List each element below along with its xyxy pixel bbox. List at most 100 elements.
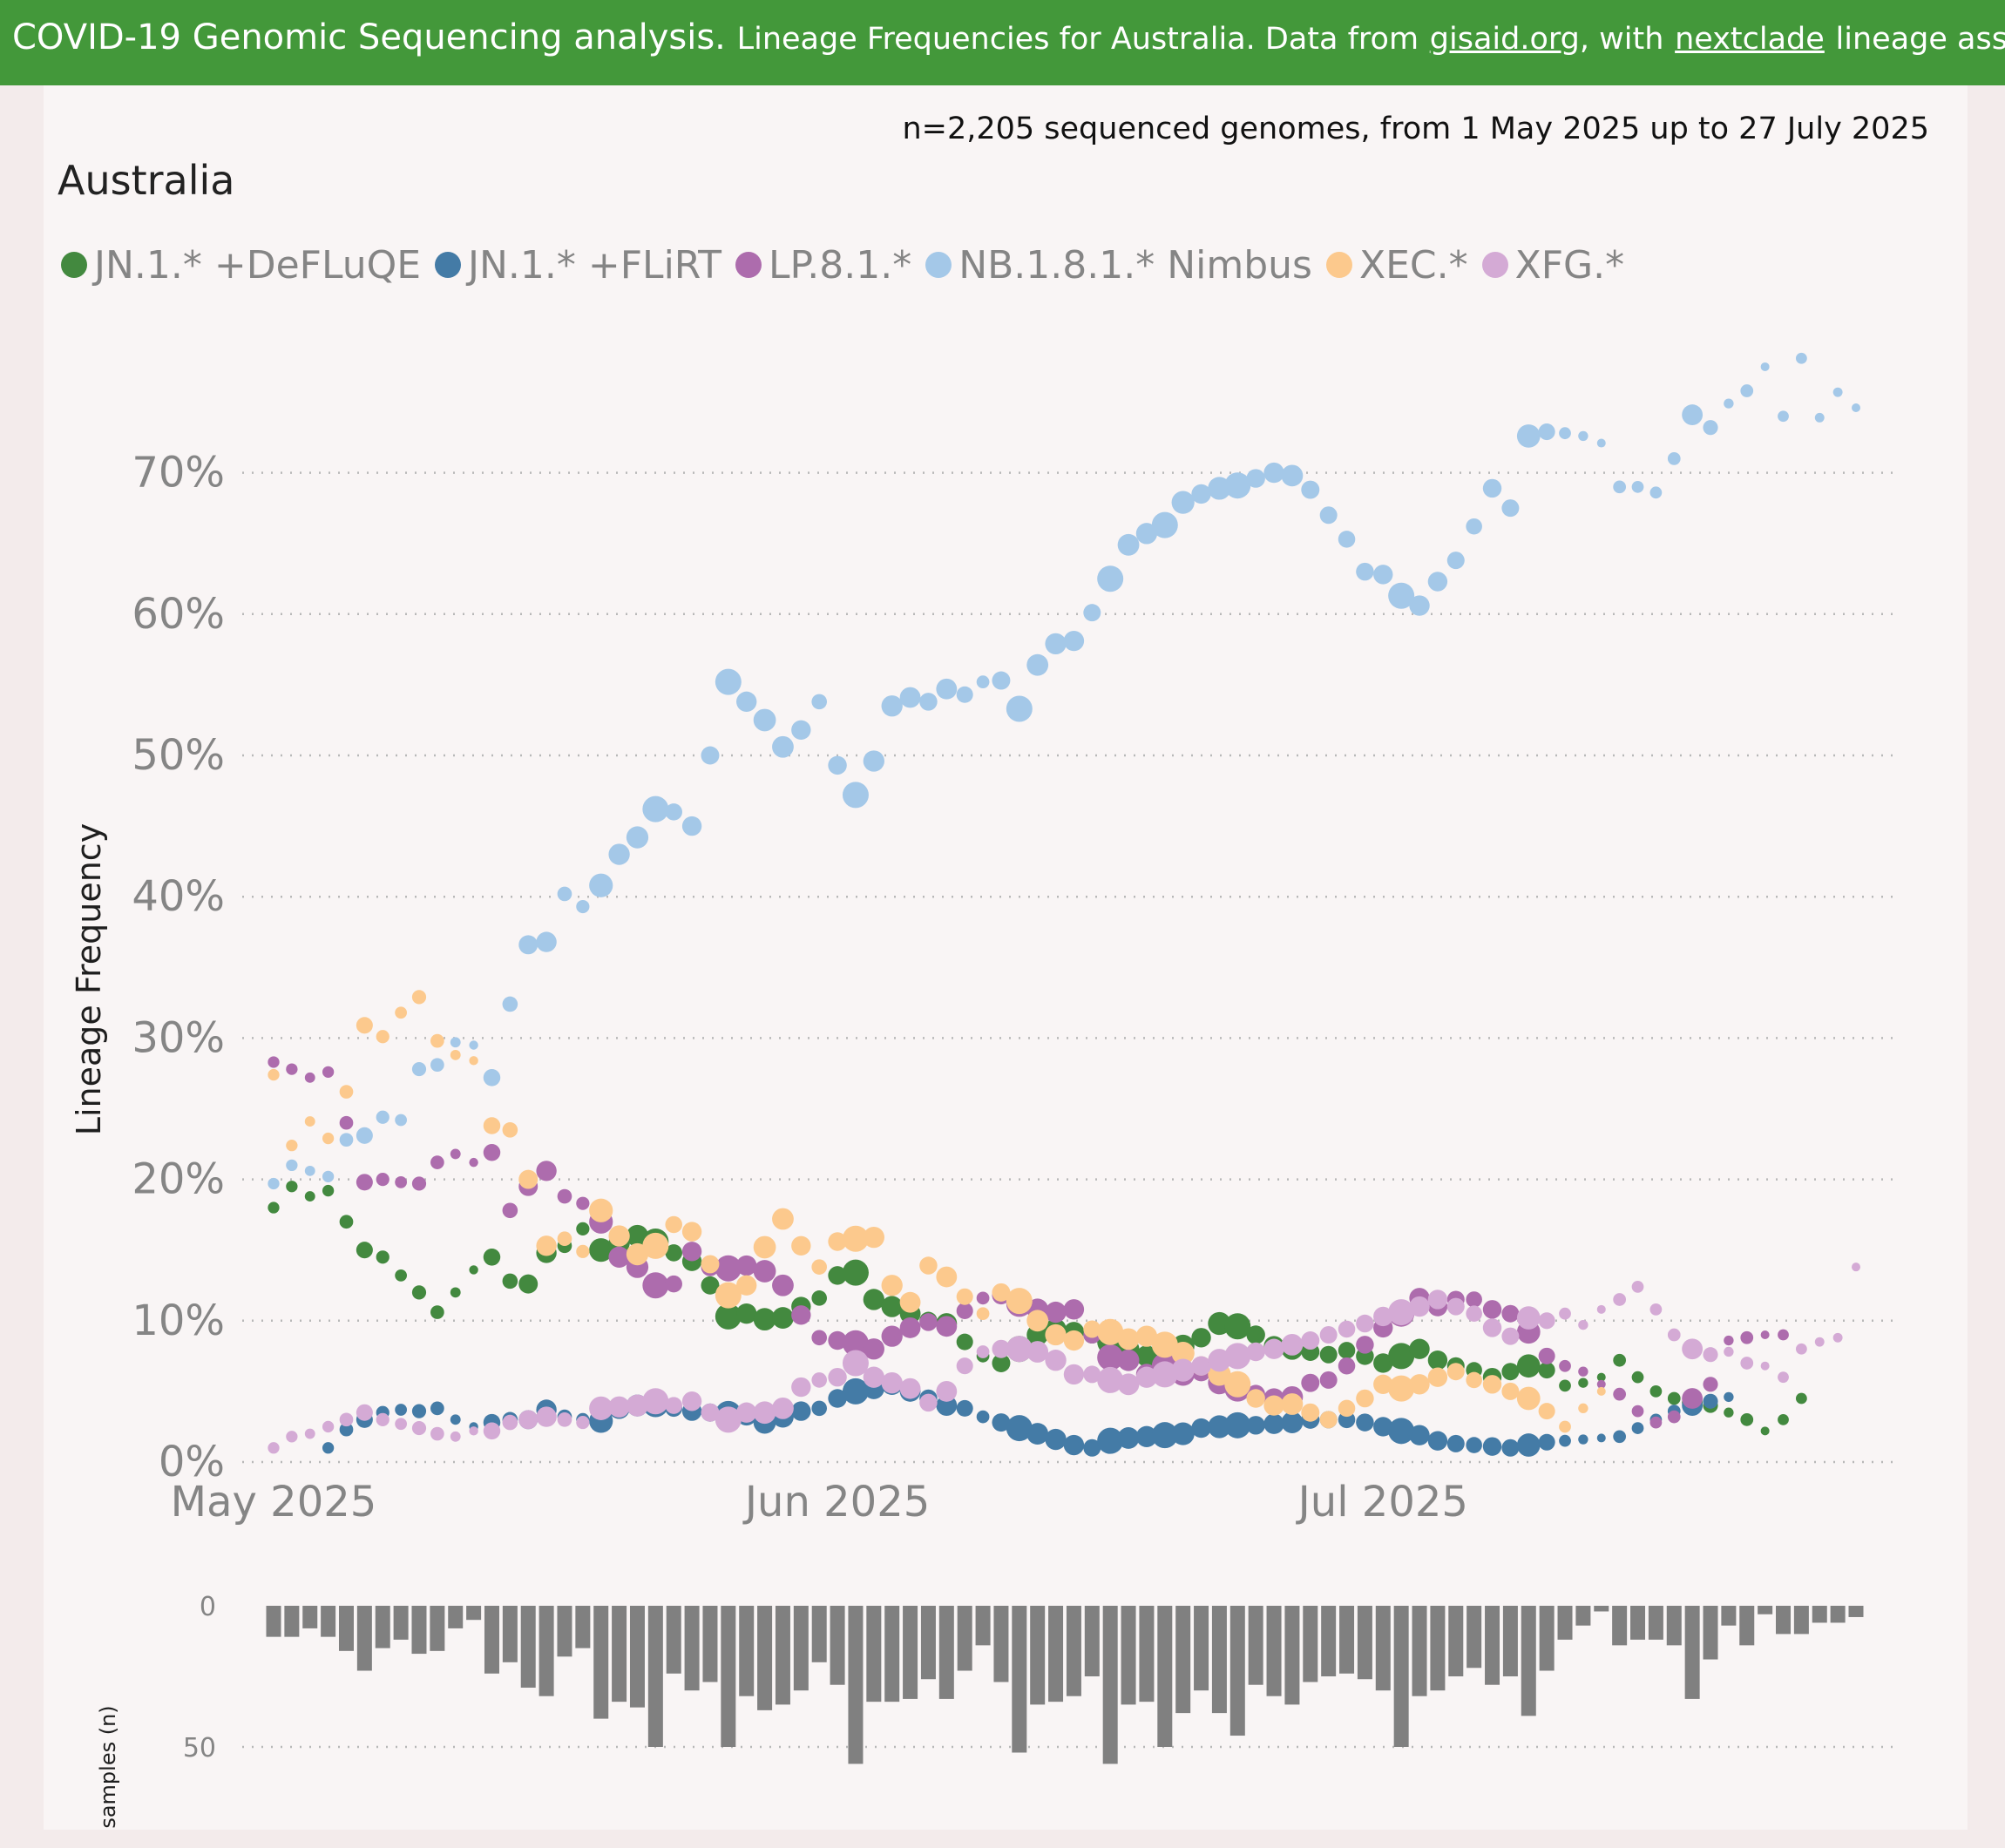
- point-xec: [1482, 1375, 1502, 1394]
- point-xfg: [1026, 1341, 1049, 1363]
- point-nimbus: [919, 693, 938, 711]
- sample-bar: [1539, 1606, 1555, 1671]
- legend-item-jn1-flirt[interactable]: JN.1.* +FLiRT: [435, 243, 721, 288]
- point-jn1-defluqe: [772, 1307, 794, 1329]
- point-xec: [322, 1132, 335, 1145]
- point-xfg: [1667, 1328, 1681, 1342]
- point-lp81: [286, 1063, 298, 1075]
- legend-marker-lp81: [735, 252, 762, 278]
- point-xfg: [936, 1380, 958, 1402]
- point-jn1-flirt: [1578, 1434, 1588, 1445]
- point-jn1-defluqe: [811, 1290, 828, 1306]
- point-nimbus: [395, 1114, 407, 1127]
- point-xec: [1117, 1328, 1140, 1350]
- point-xfg: [1338, 1320, 1356, 1338]
- sample-bar: [1248, 1606, 1263, 1685]
- point-lp81: [1740, 1330, 1754, 1344]
- point-jn1-flirt: [1171, 1422, 1195, 1445]
- point-xec: [1446, 1363, 1465, 1381]
- point-nimbus: [1740, 384, 1754, 397]
- sample-bar: [1594, 1606, 1609, 1612]
- point-jn1-flirt: [1409, 1425, 1430, 1445]
- point-lp81: [919, 1313, 938, 1331]
- point-jn1-flirt: [1026, 1423, 1049, 1445]
- point-jn1-defluqe: [411, 1285, 427, 1300]
- legend-item-nimbus[interactable]: NB.1.8.1.* Nimbus: [925, 243, 1312, 288]
- sample-bar: [1485, 1606, 1500, 1685]
- point-nimbus: [1613, 480, 1627, 494]
- banner-text-2: , with: [1579, 22, 1664, 57]
- point-xfg: [881, 1372, 903, 1394]
- sample-bar: [356, 1606, 372, 1671]
- point-nimbus: [1501, 499, 1520, 518]
- point-nimbus: [1409, 595, 1430, 616]
- point-nimbus: [1778, 410, 1789, 423]
- point-jn1-defluqe: [736, 1303, 757, 1324]
- point-lp81: [811, 1330, 828, 1346]
- sample-bar: [1030, 1606, 1046, 1705]
- point-lp81: [557, 1188, 572, 1204]
- point-nimbus: [701, 746, 720, 765]
- sample-bar: [338, 1606, 354, 1651]
- point-jn1-defluqe: [1760, 1426, 1770, 1436]
- gisaid-link[interactable]: gisaid.org: [1429, 22, 1580, 57]
- point-nimbus: [1649, 486, 1663, 499]
- legend-item-lp81[interactable]: LP.8.1.*: [735, 243, 911, 288]
- point-nimbus: [1596, 438, 1606, 448]
- point-xec: [1373, 1374, 1393, 1394]
- point-jn1-defluqe: [1388, 1343, 1415, 1370]
- point-nimbus: [1482, 478, 1502, 498]
- sample-bar: [557, 1606, 572, 1657]
- point-nimbus: [557, 886, 572, 902]
- point-lp81: [1703, 1377, 1718, 1392]
- point-xec: [356, 1017, 373, 1034]
- point-jn1-flirt: [1097, 1427, 1124, 1454]
- sample-bar: [321, 1606, 336, 1637]
- legend-item-xec[interactable]: XEC.*: [1325, 243, 1468, 288]
- point-lp81: [411, 1176, 427, 1191]
- legend-item-xfg[interactable]: XFG.*: [1481, 243, 1624, 288]
- point-nimbus: [791, 720, 811, 741]
- nextclade-link[interactable]: nextclade: [1675, 22, 1825, 57]
- point-lp81: [863, 1338, 884, 1360]
- sample-bar: [266, 1606, 281, 1637]
- sample-bar: [1466, 1606, 1482, 1669]
- point-xfg: [589, 1396, 613, 1420]
- point-xec: [1097, 1318, 1124, 1345]
- point-nimbus: [1703, 420, 1718, 436]
- point-xfg: [608, 1396, 630, 1418]
- sample-bar: [1175, 1606, 1191, 1714]
- point-lp81: [483, 1144, 501, 1161]
- point-nimbus: [1631, 480, 1644, 493]
- point-nimbus: [1516, 424, 1541, 448]
- sample-bar: [938, 1606, 954, 1699]
- point-lp81: [1613, 1387, 1627, 1401]
- point-lp81: [1045, 1301, 1067, 1323]
- sample-bar: [793, 1606, 809, 1691]
- point-nimbus: [1724, 398, 1734, 409]
- point-xfg: [1795, 1343, 1807, 1355]
- point-xec: [772, 1208, 794, 1230]
- point-xec: [811, 1259, 828, 1275]
- legend-marker-xec: [1325, 252, 1352, 278]
- point-nimbus: [665, 803, 682, 821]
- point-lp81: [502, 1202, 518, 1219]
- point-nimbus: [1026, 653, 1049, 676]
- point-xec: [1596, 1386, 1606, 1396]
- legend-item-jn1-defluqe[interactable]: JN.1.* +DeFLuQE: [61, 243, 421, 288]
- point-jn1-defluqe: [1338, 1342, 1356, 1359]
- sample-bar: [1393, 1606, 1409, 1747]
- point-xfg: [1852, 1262, 1860, 1272]
- point-xfg: [863, 1366, 884, 1388]
- point-xec: [376, 1030, 389, 1044]
- point-xfg: [1063, 1364, 1085, 1385]
- point-xfg: [1501, 1327, 1520, 1345]
- point-jn1-defluqe: [339, 1215, 354, 1229]
- y-tick-label: 40%: [132, 872, 225, 921]
- sample-bar: [957, 1606, 972, 1671]
- sample-bar: [1630, 1606, 1646, 1640]
- sample-bar: [1121, 1606, 1136, 1705]
- point-jn1-defluqe: [518, 1274, 539, 1294]
- point-xec: [411, 990, 427, 1005]
- point-xfg: [557, 1412, 572, 1427]
